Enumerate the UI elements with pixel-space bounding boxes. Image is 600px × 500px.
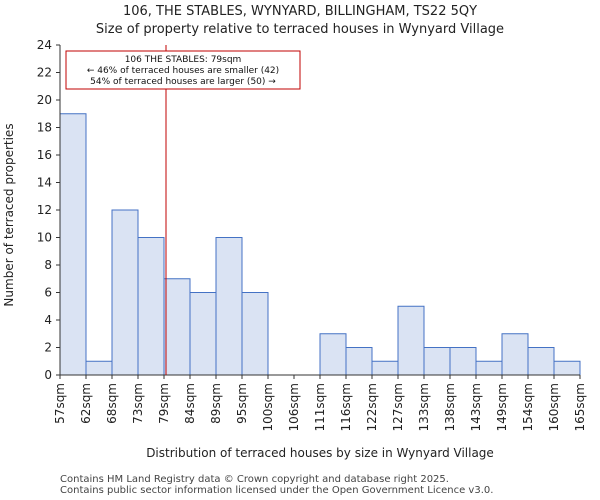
x-tick-label: 160sqm xyxy=(547,383,561,431)
annotation-line-1: 106 THE STABLES: 79sqm xyxy=(125,55,242,65)
y-tick-label: 8 xyxy=(44,258,52,272)
bar-57sqm xyxy=(59,113,87,376)
x-tick-label: 84sqm xyxy=(183,383,197,424)
bar-73sqm xyxy=(137,237,165,376)
x-tick-label: 57sqm xyxy=(53,383,67,424)
bar-111sqm xyxy=(319,333,347,376)
x-axis-label: Distribution of terraced houses by size … xyxy=(146,446,494,460)
bar-154sqm xyxy=(527,347,555,376)
bar-160sqm xyxy=(553,360,581,376)
x-tick-label: 73sqm xyxy=(131,383,145,424)
x-tick-label: 106sqm xyxy=(287,383,301,431)
x-tick-label: 127sqm xyxy=(391,383,405,431)
bar-149sqm xyxy=(501,333,529,376)
chart-title: 106, THE STABLES, WYNYARD, BILLINGHAM, T… xyxy=(122,4,478,19)
bar-127sqm xyxy=(397,305,425,376)
chart-subtitle: Size of property relative to terraced ho… xyxy=(95,22,505,37)
x-tick-label: 154sqm xyxy=(521,383,535,431)
x-tick-label: 100sqm xyxy=(261,383,275,431)
bar-95sqm xyxy=(241,292,269,376)
y-tick-label: 4 xyxy=(44,313,52,327)
x-tick-label: 133sqm xyxy=(417,383,431,431)
x-tick-label: 138sqm xyxy=(443,383,457,431)
bar-133sqm xyxy=(423,347,451,376)
bar-116sqm xyxy=(345,347,373,376)
bar-84sqm xyxy=(189,292,217,376)
footer-line-1: Contains HM Land Registry data © Crown c… xyxy=(60,474,449,485)
y-tick-label: 12 xyxy=(37,203,52,217)
bar-143sqm xyxy=(475,360,503,376)
x-tick-label: 165sqm xyxy=(573,383,587,431)
y-tick-label: 16 xyxy=(37,148,52,162)
y-tick-label: 6 xyxy=(44,286,52,300)
bar-138sqm xyxy=(449,347,477,376)
bar-62sqm xyxy=(85,360,113,376)
x-tick-label: 79sqm xyxy=(157,383,171,424)
bar-122sqm xyxy=(371,360,399,376)
y-tick-label: 24 xyxy=(37,38,52,52)
y-tick-label: 10 xyxy=(37,231,52,245)
x-tick-label: 111sqm xyxy=(313,383,327,431)
x-tick-label: 89sqm xyxy=(209,383,223,424)
bar-79sqm xyxy=(163,278,191,376)
x-tick-label: 149sqm xyxy=(495,383,509,431)
x-tick-label: 68sqm xyxy=(105,383,119,424)
x-tick-label: 116sqm xyxy=(339,383,353,431)
bar-68sqm xyxy=(111,209,139,376)
x-tick-label: 122sqm xyxy=(365,383,379,431)
x-tick-label: 95sqm xyxy=(235,383,249,424)
y-tick-label: 20 xyxy=(37,93,52,107)
x-tick-label: 62sqm xyxy=(79,383,93,424)
annotation-line-2: ← 46% of terraced houses are smaller (42… xyxy=(87,66,279,76)
y-axis-label: Number of terraced properties xyxy=(2,123,16,306)
footer-line-2: Contains public sector information licen… xyxy=(60,485,494,496)
y-tick-label: 14 xyxy=(37,176,52,190)
y-tick-label: 0 xyxy=(44,368,52,382)
x-tick-label: 143sqm xyxy=(469,383,483,431)
bar-89sqm xyxy=(215,237,243,376)
annotation-box xyxy=(65,50,301,90)
annotation-line-3: 54% of terraced houses are larger (50) → xyxy=(90,77,276,87)
y-tick-label: 2 xyxy=(44,341,52,355)
y-tick-label: 22 xyxy=(37,66,52,80)
y-tick-label: 18 xyxy=(37,121,52,135)
